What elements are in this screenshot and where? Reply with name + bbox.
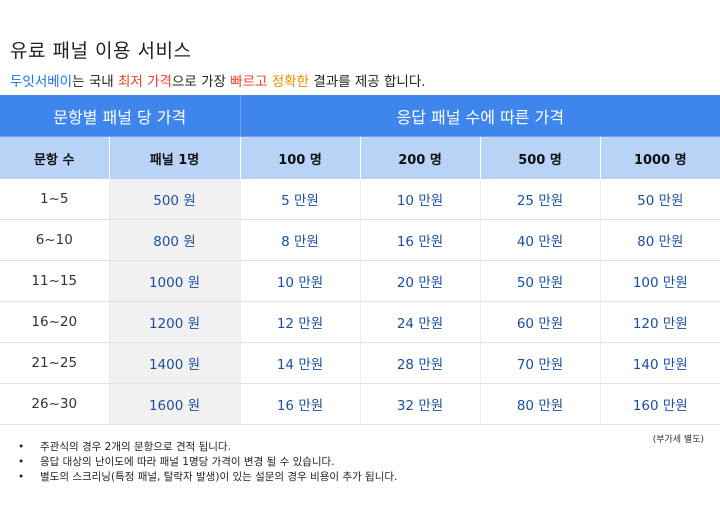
table-row: 16~20 1200 원 12 만원 24 만원 60 만원 120 만원 <box>0 301 720 343</box>
price-cell: 25 만원 <box>480 179 601 220</box>
price-cell: 100 만원 <box>600 260 720 302</box>
price-cell: 140 만원 <box>600 342 720 384</box>
note-text: 응답 대상의 난이도에 따라 패널 1명당 가격이 변경 될 수 있습니다. <box>40 456 335 468</box>
price-per-panel-cell: 800 원 <box>109 219 241 261</box>
table-row: 1~5 500 원 5 만원 10 만원 25 만원 50 만원 <box>0 179 720 220</box>
table-row: 26~30 1600 원 16 만원 32 만원 80 만원 160 만원 <box>0 383 720 425</box>
price-per-panel-cell: 1000 원 <box>109 260 241 302</box>
price-cell: 16 만원 <box>360 219 481 261</box>
table-group-header-row: 문항별 패널 당 가격 응답 패널 수에 따른 가격 <box>0 95 720 137</box>
question-range-cell: 11~15 <box>0 260 110 302</box>
price-cell: 32 만원 <box>360 383 481 425</box>
list-item: • 별도의 스크리닝(특정 패널, 탈락자 발생)이 있는 설문의 경우 비용이 … <box>18 470 397 485</box>
price-cell: 10 만원 <box>240 260 361 302</box>
price-per-panel-cell: 1600 원 <box>109 383 241 425</box>
brand-name: 두잇서베이 <box>10 74 73 90</box>
price-cell: 80 만원 <box>600 219 720 261</box>
price-cell: 120 만원 <box>600 301 720 343</box>
column-header-1000: 1000 명 <box>600 136 720 179</box>
price-cell: 16 만원 <box>240 383 361 425</box>
group-header-per-question: 문항별 패널 당 가격 <box>0 95 241 137</box>
note-text: 별도의 스크리닝(특정 패널, 탈락자 발생)이 있는 설문의 경우 비용이 추… <box>40 471 398 483</box>
question-range-cell: 26~30 <box>0 383 110 425</box>
vat-note: (부가세 별도) <box>652 435 704 445</box>
price-per-panel-cell: 500 원 <box>109 179 241 220</box>
question-range-cell: 1~5 <box>0 179 110 220</box>
price-cell: 12 만원 <box>240 301 361 343</box>
column-header-200: 200 명 <box>360 136 481 179</box>
price-cell: 20 만원 <box>360 260 481 302</box>
question-range-cell: 16~20 <box>0 301 110 343</box>
highlight-lowest-price: 최저 가격 <box>117 74 172 90</box>
question-range-cell: 21~25 <box>0 342 110 384</box>
table-row: 11~15 1000 원 10 만원 20 만원 50 만원 100 만원 <box>0 260 720 302</box>
table-row: 6~10 800 원 8 만원 16 만원 40 만원 80 만원 <box>0 219 720 261</box>
subtitle-text-3: 결과를 제공 합니다. <box>309 74 426 90</box>
price-cell: 40 만원 <box>480 219 601 261</box>
price-per-panel-cell: 1400 원 <box>109 342 241 384</box>
group-header-by-panel-count: 응답 패널 수에 따른 가격 <box>240 95 720 137</box>
price-cell: 10 만원 <box>360 179 481 220</box>
price-cell: 60 만원 <box>480 301 601 343</box>
price-cell: 5 만원 <box>240 179 361 220</box>
price-cell: 28 만원 <box>360 342 481 384</box>
list-item: • 응답 대상의 난이도에 따라 패널 1명당 가격이 변경 될 수 있습니다. <box>18 455 397 470</box>
bullet-icon: • <box>18 456 25 468</box>
price-cell: 8 만원 <box>240 219 361 261</box>
page-subtitle: 두잇서베이는 국내 최저 가격으로 가장 빠르고 정확한 결과를 제공 합니다. <box>10 70 426 90</box>
price-cell: 50 만원 <box>600 179 720 220</box>
list-item: • 주관식의 경우 2개의 문항으로 견적 됩니다. <box>18 440 397 455</box>
column-header-500: 500 명 <box>480 136 601 179</box>
pricing-table: 문항별 패널 당 가격 응답 패널 수에 따른 가격 문항 수 패널 1명 10… <box>0 95 720 425</box>
highlight-fast: 빠르고 <box>230 74 268 90</box>
subtitle-text-1: 는 국내 <box>72 74 118 90</box>
price-cell: 70 만원 <box>480 342 601 384</box>
bullet-icon: • <box>18 441 25 453</box>
price-cell: 160 만원 <box>600 383 720 425</box>
highlight-accurate: 정확한 <box>271 74 310 90</box>
bullet-icon: • <box>18 471 25 483</box>
column-header-100: 100 명 <box>240 136 361 179</box>
note-text: 주관식의 경우 2개의 문항으로 견적 됩니다. <box>40 441 231 453</box>
table-column-header-row: 문항 수 패널 1명 100 명 200 명 500 명 1000 명 <box>0 136 720 179</box>
column-header-questions: 문항 수 <box>0 136 110 179</box>
question-range-cell: 6~10 <box>0 219 110 261</box>
table-row: 21~25 1400 원 14 만원 28 만원 70 만원 140 만원 <box>0 342 720 384</box>
price-cell: 50 만원 <box>480 260 601 302</box>
price-per-panel-cell: 1200 원 <box>109 301 241 343</box>
column-header-per-panel: 패널 1명 <box>109 136 241 179</box>
notes-list: • 주관식의 경우 2개의 문항으로 견적 됩니다. • 응답 대상의 난이도에 따… <box>18 440 397 485</box>
subtitle-text-2: 으로 가장 <box>171 74 231 90</box>
price-cell: 80 만원 <box>480 383 601 425</box>
price-cell: 24 만원 <box>360 301 481 343</box>
page-title: 유료 패널 이용 서비스 <box>10 40 192 62</box>
price-cell: 14 만원 <box>240 342 361 384</box>
